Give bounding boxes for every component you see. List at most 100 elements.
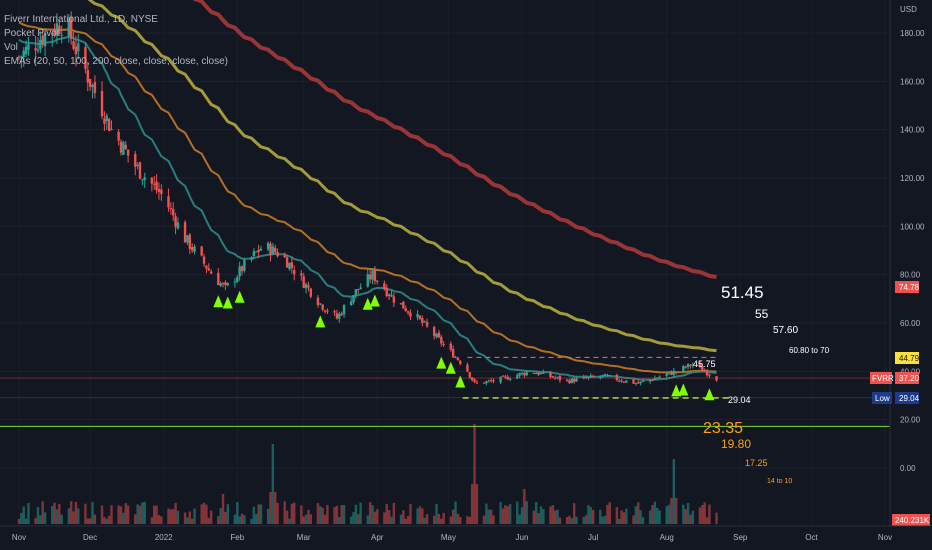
volume-bar xyxy=(205,504,208,524)
volume-bar xyxy=(20,512,23,524)
volume-bar xyxy=(93,514,97,524)
volume-bar xyxy=(392,502,396,524)
volume-bar xyxy=(238,516,241,524)
volume-bar xyxy=(41,501,44,524)
candle-body xyxy=(459,360,462,364)
volume-bar xyxy=(141,502,144,524)
candle-body xyxy=(409,312,412,317)
candle-body xyxy=(124,144,127,150)
candle-body xyxy=(250,257,253,260)
candle-body xyxy=(207,268,210,271)
candle-body xyxy=(556,376,559,378)
volume-bar xyxy=(153,505,156,524)
indicator-emas[interactable]: EMAs (20, 50, 100, 200, close, close, cl… xyxy=(4,56,228,67)
candle-body xyxy=(684,366,687,368)
volume-bar xyxy=(589,507,592,524)
volume-bar xyxy=(27,503,30,524)
candle-body xyxy=(591,375,595,377)
indicator-pocket-pivot[interactable]: Pocket Pivot xyxy=(4,28,60,39)
candle-body xyxy=(141,179,144,181)
candle-body xyxy=(354,289,358,296)
candle-body xyxy=(316,297,320,306)
candle-body xyxy=(240,266,244,272)
volume-bar xyxy=(520,507,524,524)
candle-body xyxy=(155,181,158,191)
candle-body xyxy=(39,39,42,50)
candle-body xyxy=(352,295,355,303)
candle-body xyxy=(335,313,339,319)
candle-body xyxy=(93,81,97,94)
candle-body xyxy=(169,207,173,209)
volume-bar xyxy=(36,506,40,524)
candle-body xyxy=(542,371,545,374)
volume-bar xyxy=(525,501,528,524)
volume-bar xyxy=(74,501,78,524)
ema200-tag: 74.78 xyxy=(895,281,920,293)
volume-bar xyxy=(150,517,154,524)
candle-body xyxy=(205,265,208,269)
volume-bar xyxy=(190,518,194,524)
candle-body xyxy=(532,372,536,374)
volume-bar xyxy=(653,501,657,524)
candle-body xyxy=(620,380,623,382)
candle-body xyxy=(321,304,324,310)
candle-body xyxy=(300,273,303,276)
candle-body xyxy=(387,294,391,297)
candle-body xyxy=(535,373,538,375)
volume-bar xyxy=(572,503,576,524)
price-tick-label: 140.00 xyxy=(900,126,925,135)
candle-body xyxy=(608,375,611,377)
candle-body xyxy=(698,363,702,367)
svg-text:Low: Low xyxy=(875,394,890,403)
candle-body xyxy=(259,248,263,251)
candle-body xyxy=(84,47,87,70)
candle-body xyxy=(622,381,626,383)
volume-bar xyxy=(675,498,678,524)
volume-bar xyxy=(473,424,476,524)
volume-bar xyxy=(155,505,158,524)
volume-bar xyxy=(437,513,441,524)
candle-body xyxy=(634,383,638,385)
indicator-volume[interactable]: Vol xyxy=(4,42,18,53)
candle-body xyxy=(236,276,239,283)
volume-bar xyxy=(489,509,493,524)
price-axis[interactable]: USD 180.00 160.00 140.00 120.00 100.00 80.00 6… xyxy=(889,0,932,526)
volume-bar xyxy=(309,514,313,524)
candle-body xyxy=(221,283,225,285)
candle-body xyxy=(283,255,286,258)
svg-text:FVRR: FVRR xyxy=(872,374,894,383)
volume-bar xyxy=(34,518,37,524)
time-tick-label: May xyxy=(441,533,456,542)
pocket-pivot-triangle xyxy=(369,294,380,307)
volume-bar xyxy=(399,514,403,524)
candle-body xyxy=(153,183,156,185)
candle-body xyxy=(658,376,661,378)
volume-bar xyxy=(615,507,619,524)
volume-bar xyxy=(672,459,676,524)
volume-bar xyxy=(670,498,673,524)
candle-body xyxy=(423,321,426,323)
pocket-pivot-triangle xyxy=(362,297,373,310)
candle-body xyxy=(665,373,668,376)
volume-bar xyxy=(499,502,502,524)
candle-body xyxy=(174,216,177,227)
volume-bar xyxy=(209,510,213,524)
volume-bar xyxy=(535,501,538,524)
price-tick-label: 180.00 xyxy=(900,29,925,38)
volume-bar xyxy=(658,510,661,524)
time-axis[interactable]: Nov Dec 2022 Feb Mar Apr May Jun Jul Aug Sep Oct Nov xyxy=(0,525,932,550)
candle-body xyxy=(520,372,524,374)
volume-bar xyxy=(359,502,362,524)
candle-body xyxy=(525,372,528,376)
target-17-25: 17.25 xyxy=(745,458,768,468)
volume-bar xyxy=(67,508,71,524)
candle-body xyxy=(55,23,59,36)
volume-bar xyxy=(326,505,329,524)
svg-text:240.231K: 240.231K xyxy=(895,516,930,525)
volume-bar xyxy=(587,505,590,524)
volume-bar xyxy=(449,516,453,524)
volume-bar xyxy=(283,501,286,524)
candle-body xyxy=(549,372,552,377)
volume-bar xyxy=(518,514,521,524)
